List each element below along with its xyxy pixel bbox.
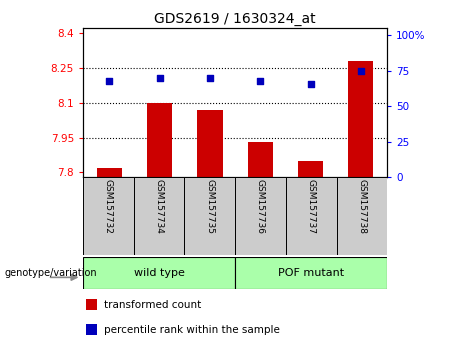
Text: GSM157732: GSM157732 xyxy=(104,179,113,234)
Text: GSM157738: GSM157738 xyxy=(357,179,366,234)
Point xyxy=(206,75,213,81)
Text: transformed count: transformed count xyxy=(104,300,201,310)
Point xyxy=(106,78,113,84)
Text: genotype/variation: genotype/variation xyxy=(5,268,97,278)
Title: GDS2619 / 1630324_at: GDS2619 / 1630324_at xyxy=(154,12,316,26)
Bar xyxy=(298,161,323,177)
Point xyxy=(357,68,365,74)
Point xyxy=(307,81,314,86)
Text: GSM157735: GSM157735 xyxy=(205,179,214,234)
Point xyxy=(156,75,163,81)
Text: GSM157736: GSM157736 xyxy=(256,179,265,234)
Text: wild type: wild type xyxy=(134,268,184,278)
Bar xyxy=(248,142,273,177)
Bar xyxy=(286,177,337,255)
Bar xyxy=(235,177,286,255)
Bar xyxy=(86,324,97,335)
Bar xyxy=(197,110,223,177)
Bar xyxy=(86,299,97,310)
Text: POF mutant: POF mutant xyxy=(278,268,344,278)
Bar xyxy=(348,61,373,177)
Bar xyxy=(337,177,387,255)
Bar xyxy=(83,177,134,255)
Bar xyxy=(83,257,235,289)
Bar xyxy=(134,177,184,255)
Text: GSM157734: GSM157734 xyxy=(154,179,164,234)
Bar xyxy=(147,103,172,177)
Text: percentile rank within the sample: percentile rank within the sample xyxy=(104,325,280,335)
Bar xyxy=(235,257,387,289)
Bar xyxy=(184,177,235,255)
Bar xyxy=(97,168,122,177)
Text: GSM157737: GSM157737 xyxy=(307,179,316,234)
Point xyxy=(257,78,264,84)
